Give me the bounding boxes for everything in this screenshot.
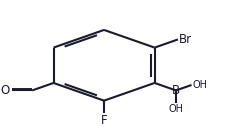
Text: O: O (0, 84, 10, 97)
Text: B: B (171, 84, 179, 97)
Text: OH: OH (192, 80, 207, 90)
Text: F: F (100, 114, 107, 127)
Text: OH: OH (168, 104, 183, 114)
Text: Br: Br (178, 33, 191, 46)
